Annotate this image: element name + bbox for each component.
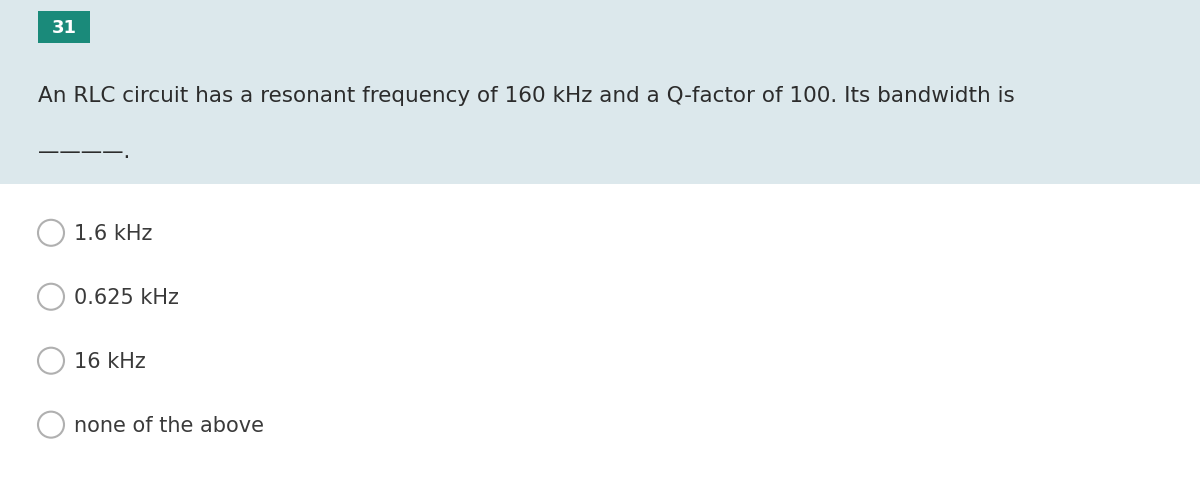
Bar [38,12,90,44]
Text: 1.6 kHz: 1.6 kHz [74,223,152,243]
Text: none of the above: none of the above [74,415,264,435]
Text: An RLC circuit has a resonant frequency of 160 kHz and a Q-factor of 100. Its ba: An RLC circuit has a resonant frequency … [38,86,1015,106]
Text: ————.: ————. [38,142,131,161]
Text: 16 kHz: 16 kHz [74,351,145,371]
Bar [0,0,1200,185]
Text: 0.625 kHz: 0.625 kHz [74,287,179,307]
Text: 31: 31 [52,19,77,37]
Bar [0,185,1200,480]
